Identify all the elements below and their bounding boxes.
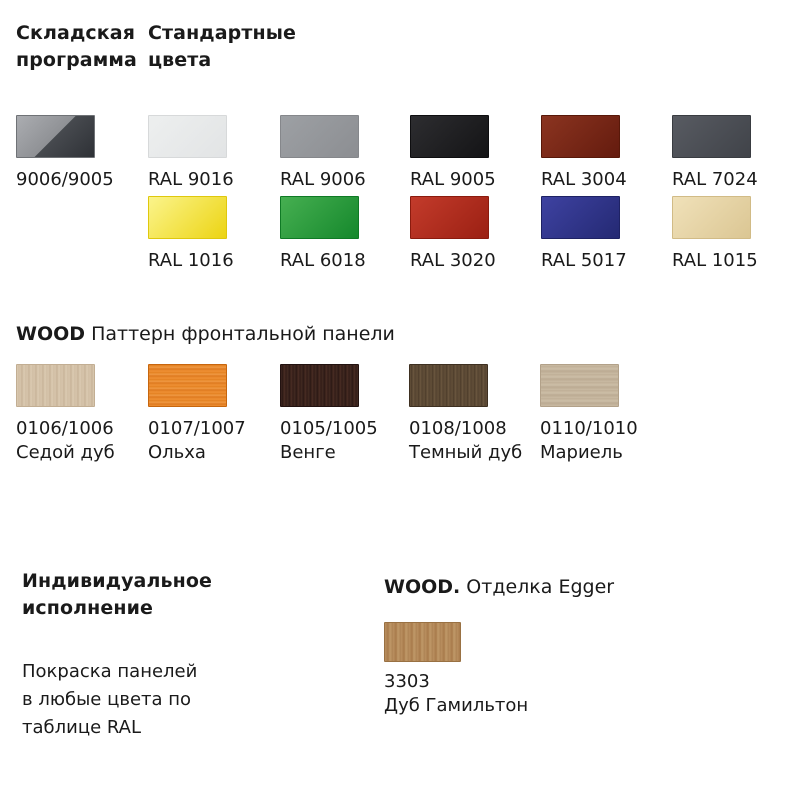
color-cell-ral-1015: RAL 1015 <box>672 196 800 272</box>
swatch-wood-0110-1010 <box>540 364 619 407</box>
wood-cell-0108-1008: 0108/1008 Темный дуб <box>409 364 540 464</box>
wood-cell-0107-1007: 0107/1007 Ольха <box>148 364 279 464</box>
wood-cell-3303: 3303 Дуб Гамильтон <box>384 622 529 717</box>
color-cell-ral-6018: RAL 6018 <box>280 196 411 272</box>
wood-code-label: 0105/1005 <box>280 418 378 439</box>
color-code-label: RAL 3020 <box>410 250 496 271</box>
swatch-ral-5017 <box>541 196 620 239</box>
swatch-wood-0106-1006 <box>16 364 95 407</box>
wood-pattern-title-bold: WOOD <box>16 323 86 345</box>
egger-code-label: 3303 <box>384 671 430 692</box>
wood-code-label: 0106/1006 <box>16 418 114 439</box>
header-stock-program-line2: программа <box>16 49 137 71</box>
color-cell-ral-3020: RAL 3020 <box>410 196 541 272</box>
custom-finish-title-line1: Индивидуальное <box>22 570 212 592</box>
swatch-ral-9006 <box>280 115 359 158</box>
swatch-ral-9005 <box>410 115 489 158</box>
egger-section-title-bold: WOOD. <box>384 576 461 598</box>
color-cell-ral-3004: RAL 3004 <box>541 115 672 191</box>
color-cell-ral-9016: RAL 9016 <box>148 115 279 191</box>
color-cell-ral-1016: RAL 1016 <box>148 196 279 272</box>
egger-name-label: Дуб Гамильтон <box>384 695 529 716</box>
swatch-wood-0105-1005 <box>280 364 359 407</box>
custom-finish-text-line2: в любые цвета по <box>22 689 192 710</box>
wood-name-label: Венге <box>280 442 336 463</box>
swatch-wood-3303 <box>384 622 461 662</box>
color-code-label: RAL 1015 <box>672 250 758 271</box>
color-code-label: RAL 9016 <box>148 169 234 190</box>
swatch-wood-0108-1008 <box>409 364 488 407</box>
wood-cell-0105-1005: 0105/1005 Венге <box>280 364 411 464</box>
custom-finish-text-line1: Покраска панелей <box>22 661 198 682</box>
color-code-label: RAL 3004 <box>541 169 627 190</box>
swatch-ral-9016 <box>148 115 227 158</box>
wood-name-label: Седой дуб <box>16 442 115 463</box>
swatch-wood-0107-1007 <box>148 364 227 407</box>
egger-section-title: WOOD. Отделка Egger <box>384 575 614 599</box>
color-cell-ral-7024: RAL 7024 <box>672 115 800 191</box>
wood-cell-0110-1010: 0110/1010 Мариель <box>540 364 671 464</box>
swatch-ral-1016 <box>148 196 227 239</box>
color-cell-ral-5017: RAL 5017 <box>541 196 672 272</box>
color-code-label: RAL 6018 <box>280 250 366 271</box>
wood-name-label: Темный дуб <box>409 442 523 463</box>
header-standard-colors-line2: цвета <box>148 49 212 71</box>
wood-cell-0106-1006: 0106/1006 Седой дуб <box>16 364 147 464</box>
color-code-label: RAL 1016 <box>148 250 234 271</box>
custom-finish-text-line3: таблице RAL <box>22 717 141 738</box>
swatch-ral-3004 <box>541 115 620 158</box>
wood-name-label: Мариель <box>540 442 623 463</box>
swatch-ral-7024 <box>672 115 751 158</box>
custom-finish-text: Покраска панелей в любые цвета по таблиц… <box>22 658 197 742</box>
color-code-label: RAL 9005 <box>410 169 496 190</box>
swatch-9006-9005 <box>16 115 95 158</box>
egger-section-title-rest: Отделка Egger <box>460 576 615 598</box>
color-code-label: RAL 7024 <box>672 169 758 190</box>
swatch-ral-1015 <box>672 196 751 239</box>
header-stock-program: Складская программа <box>16 20 137 74</box>
color-code-label: RAL 9006 <box>280 169 366 190</box>
wood-pattern-title-rest: Паттерн фронтальной панели <box>85 323 395 345</box>
header-standard-colors-line1: Стандартные <box>148 22 296 44</box>
color-cell-ral-9006: RAL 9006 <box>280 115 411 191</box>
color-cell-9006-9005: 9006/9005 <box>16 115 147 191</box>
color-code-label: RAL 5017 <box>541 250 627 271</box>
custom-finish-title-line2: исполнение <box>22 597 154 619</box>
swatch-ral-6018 <box>280 196 359 239</box>
header-stock-program-line1: Складская <box>16 22 136 44</box>
wood-code-label: 0110/1010 <box>540 418 638 439</box>
color-code-label: 9006/9005 <box>16 169 114 190</box>
swatch-ral-3020 <box>410 196 489 239</box>
header-standard-colors: Стандартные цвета <box>148 20 296 74</box>
wood-code-label: 0107/1007 <box>148 418 246 439</box>
wood-name-label: Ольха <box>148 442 206 463</box>
custom-finish-title: Индивидуальное исполнение <box>22 568 212 622</box>
wood-code-label: 0108/1008 <box>409 418 507 439</box>
color-cell-ral-9005: RAL 9005 <box>410 115 541 191</box>
wood-pattern-title: WOOD Паттерн фронтальной панели <box>16 322 395 346</box>
